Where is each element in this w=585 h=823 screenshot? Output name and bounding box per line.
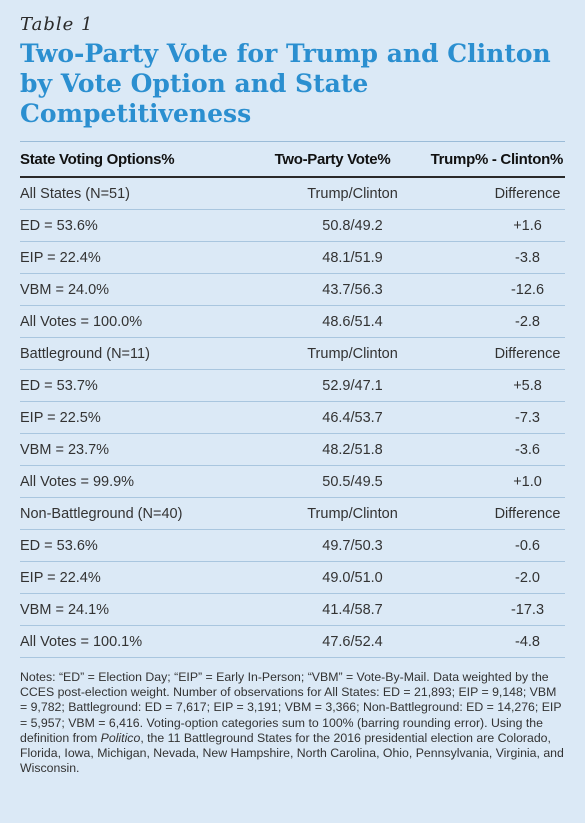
cell-voting-option: ED = 53.7% [20, 369, 255, 402]
cell-two-party-vote: Trump/Clinton [255, 497, 410, 530]
cell-two-party-vote: 41.4/58.7 [255, 593, 410, 626]
cell-difference: Difference [410, 337, 565, 370]
cell-difference: -2.8 [410, 305, 565, 338]
cell-voting-option: EIP = 22.5% [20, 401, 255, 434]
cell-difference: +1.0 [410, 465, 565, 498]
cell-difference: -12.6 [410, 273, 565, 306]
table-row: EIP = 22.5% 46.4/53.7 -7.3 [20, 401, 565, 434]
table-row: EIP = 22.4% 49.0/51.0 -2.0 [20, 561, 565, 594]
cell-difference: -3.6 [410, 433, 565, 466]
cell-difference: +5.8 [410, 369, 565, 402]
cell-voting-option: All Votes = 100.1% [20, 625, 255, 658]
cell-difference: Difference [410, 177, 565, 210]
cell-two-party-vote: Trump/Clinton [255, 177, 410, 210]
cell-voting-option: Battleground (N=11) [20, 337, 255, 370]
cell-voting-option: VBM = 23.7% [20, 433, 255, 466]
table-row: VBM = 24.0% 43.7/56.3 -12.6 [20, 273, 565, 306]
cell-voting-option: Non-Battleground (N=40) [20, 497, 255, 530]
results-table: State Voting Options% Two-Party Vote% Tr… [20, 141, 565, 658]
cell-voting-option: VBM = 24.0% [20, 273, 255, 306]
cell-difference: Difference [410, 497, 565, 530]
cell-voting-option: ED = 53.6% [20, 209, 255, 242]
table-row: All Votes = 100.1% 47.6/52.4 -4.8 [20, 625, 565, 658]
cell-two-party-vote: 49.7/50.3 [255, 529, 410, 562]
cell-voting-option: EIP = 22.4% [20, 241, 255, 274]
cell-two-party-vote: 47.6/52.4 [255, 625, 410, 658]
table-row: ED = 53.6% 50.8/49.2 +1.6 [20, 209, 565, 242]
cell-two-party-vote: 50.5/49.5 [255, 465, 410, 498]
cell-difference: -17.3 [410, 593, 565, 626]
cell-difference: -4.8 [410, 625, 565, 658]
cell-difference: -3.8 [410, 241, 565, 274]
notes-source: Politico [100, 730, 141, 745]
table-body: All States (N=51) Trump/Clinton Difference… [20, 177, 565, 658]
table-row: EIP = 22.4% 48.1/51.9 -3.8 [20, 241, 565, 274]
cell-two-party-vote: 43.7/56.3 [255, 273, 410, 306]
header-row: State Voting Options% Two-Party Vote% Tr… [20, 141, 565, 178]
notes-text: Notes: “ED” = Election Day; “EIP” = Earl… [20, 670, 562, 745]
cell-two-party-vote: 46.4/53.7 [255, 401, 410, 434]
cell-two-party-vote: 48.6/51.4 [255, 305, 410, 338]
table-row: ED = 53.7% 52.9/47.1 +5.8 [20, 369, 565, 402]
cell-two-party-vote: 49.0/51.0 [255, 561, 410, 594]
cell-two-party-vote: 48.1/51.9 [255, 241, 410, 274]
table-title: Two-Party Vote for Trump and Clinton by … [20, 39, 551, 128]
cell-voting-option: All Votes = 99.9% [20, 465, 255, 498]
table-row: All Votes = 99.9% 50.5/49.5 +1.0 [20, 465, 565, 498]
notes-text-end: , the 11 Battleground States for the 201… [20, 730, 564, 776]
cell-two-party-vote: Trump/Clinton [255, 337, 410, 370]
table-row: Battleground (N=11) Trump/Clinton Differen… [20, 337, 565, 370]
cell-difference: -7.3 [410, 401, 565, 434]
cell-difference: -0.6 [410, 529, 565, 562]
cell-difference: -2.0 [410, 561, 565, 594]
cell-voting-option: All Votes = 100.0% [20, 305, 255, 338]
cell-voting-option: ED = 53.6% [20, 529, 255, 562]
table-row: ED = 53.6% 49.7/50.3 -0.6 [20, 529, 565, 562]
column-header-voting-options: State Voting Options% [20, 141, 255, 178]
cell-voting-option: EIP = 22.4% [20, 561, 255, 594]
cell-voting-option: VBM = 24.1% [20, 593, 255, 626]
column-header-two-party-vote: Two-Party Vote% [255, 141, 410, 178]
cell-two-party-vote: 48.2/51.8 [255, 433, 410, 466]
table-label: Table 1 [20, 14, 94, 35]
table-row: VBM = 24.1% 41.4/58.7 -17.3 [20, 593, 565, 626]
table-row: All Votes = 100.0% 48.6/51.4 -2.8 [20, 305, 565, 338]
cell-two-party-vote: 52.9/47.1 [255, 369, 410, 402]
cell-difference: +1.6 [410, 209, 565, 242]
cell-two-party-vote: 50.8/49.2 [255, 209, 410, 242]
cell-voting-option: All States (N=51) [20, 177, 255, 210]
table-notes: Notes: “ED” = Election Day; “EIP” = Earl… [20, 670, 565, 776]
table-row: Non-Battleground (N=40) Trump/Clinton Diff… [20, 497, 565, 530]
table-row: All States (N=51) Trump/Clinton Difference [20, 177, 565, 210]
table-row: VBM = 23.7% 48.2/51.8 -3.6 [20, 433, 565, 466]
column-header-difference: Trump% - Clinton% [410, 141, 565, 178]
